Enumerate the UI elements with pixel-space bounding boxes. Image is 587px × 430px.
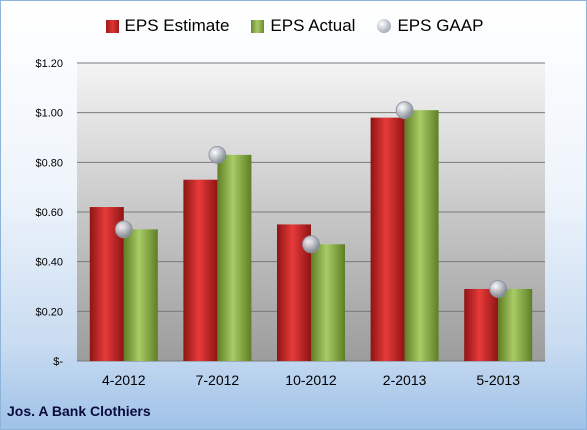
x-tick-label: 7-2012 [196, 372, 240, 388]
gaap-points [114, 101, 508, 298]
bar-eps-estimate [183, 179, 218, 361]
point-eps-gaap [114, 220, 133, 239]
y-tick-label: $0.60 [35, 207, 63, 219]
bar-eps-actual [404, 110, 439, 361]
y-axis-ticks: $- $0.20 $0.40 $0.60 $0.80 $1.00 $1.20 [35, 58, 63, 368]
legend-label-estimate: EPS Estimate [124, 16, 230, 35]
bar-eps-actual [123, 229, 158, 361]
x-tick-label: 4-2012 [102, 372, 146, 388]
y-tick-label: $- [53, 356, 63, 368]
bar-eps-estimate [370, 117, 405, 361]
bars [89, 110, 533, 361]
y-tick-label: $0.40 [35, 257, 63, 269]
legend-item-actual: EPS Actual [251, 16, 355, 36]
x-tick-label: 5-2013 [476, 372, 520, 388]
x-tick-label: 10-2012 [285, 372, 337, 388]
bar-eps-actual [311, 244, 345, 361]
y-tick-label: $1.00 [35, 108, 63, 120]
bar-eps-actual [498, 288, 533, 361]
legend-label-actual: EPS Actual [270, 16, 356, 35]
y-tick-label: $0.80 [35, 157, 63, 169]
y-tick-label: $1.20 [35, 58, 63, 70]
legend-swatch-gaap [377, 19, 392, 33]
company-name: Jos. A Bank Clothiers [7, 403, 151, 419]
x-axis-ticks: 4-2012 7-2012 10-2012 2-2013 5-2013 [102, 372, 520, 388]
point-eps-gaap [302, 235, 320, 254]
legend-swatch-actual [251, 19, 265, 33]
legend: EPS Estimate EPS Actual EPS GAAP [1, 16, 586, 36]
legend-swatch-estimate [105, 19, 119, 33]
x-tick-label: 2-2013 [383, 372, 427, 388]
bar-eps-actual [217, 154, 252, 361]
point-eps-gaap [208, 145, 227, 164]
y-tick-label: $0.20 [35, 306, 63, 318]
point-eps-gaap [395, 101, 414, 120]
legend-item-gaap: EPS GAAP [377, 16, 483, 36]
legend-label-gaap: EPS GAAP [397, 16, 484, 35]
point-eps-gaap [489, 280, 508, 298]
bar-eps-estimate [464, 288, 499, 361]
legend-item-estimate: EPS Estimate [105, 16, 230, 36]
